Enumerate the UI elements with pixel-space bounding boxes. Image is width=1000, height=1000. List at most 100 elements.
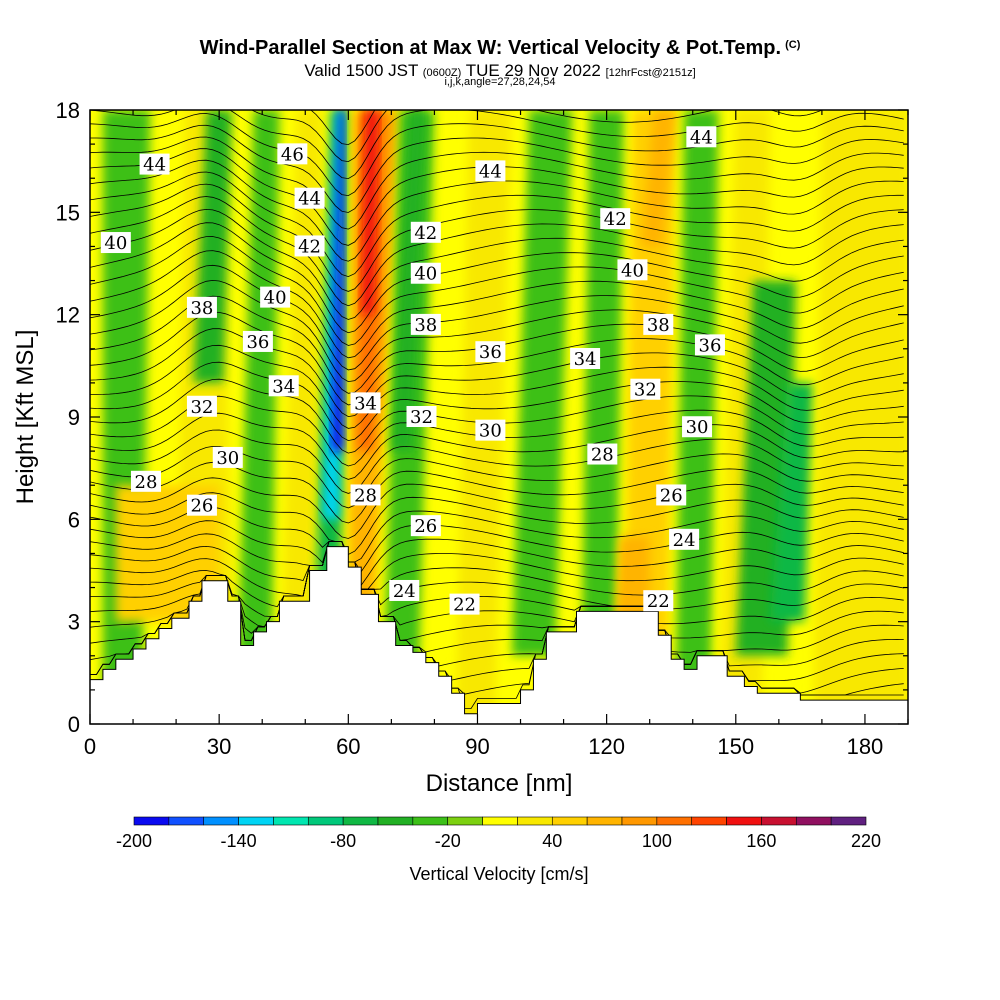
isentrope: [90, 110, 904, 180]
velocity-region: [641, 110, 676, 247]
isentrope: [90, 492, 904, 556]
colorbar-swatch: [133, 816, 170, 826]
chart-title: Wind-Parallel Section at Max W: Vertical…: [0, 37, 1000, 60]
contour-label: 46: [281, 144, 304, 165]
colorbar-swatch: [168, 816, 205, 826]
contour-label-box: [570, 348, 601, 370]
contour-labels: 44 40 38 46 44 42 40 36 34 32 30 28 26 34 28 42 40 38 32 26…: [100, 126, 725, 616]
isentrope: [90, 533, 904, 587]
contour-label-box: [294, 187, 325, 209]
contour-label: 28: [591, 445, 614, 466]
contour-label: 40: [264, 288, 287, 309]
velocity-region: [391, 110, 426, 452]
x-tick-label: 0: [84, 734, 96, 759]
contour-label-box: [260, 286, 291, 308]
isentrope: [90, 506, 904, 563]
potential-temperature-contours: [90, 110, 904, 709]
contour-label-box: [186, 395, 217, 417]
contour-label: 30: [686, 417, 709, 438]
colorbar-swatch: [761, 816, 797, 826]
x-tick-label: 30: [207, 734, 231, 759]
contour-label: 22: [647, 591, 670, 612]
colorbar-tick-label: 160: [746, 831, 776, 851]
colorbar-swatch: [482, 816, 518, 826]
contour-label: 36: [246, 332, 269, 353]
contour-label: 42: [298, 236, 321, 257]
contour-label: 44: [690, 127, 713, 148]
contour-label-box: [449, 593, 480, 615]
y-tick-label: 6: [68, 507, 80, 532]
velocity-region: [580, 110, 624, 724]
contour-label-box: [686, 126, 717, 148]
contour-label-box: [268, 375, 299, 397]
contour-label: 32: [410, 407, 433, 428]
contour-label: 36: [479, 342, 502, 363]
contour-label-box: [410, 515, 441, 537]
x-tick-label: 120: [588, 734, 625, 759]
contour-label-box: [475, 160, 506, 182]
forecast-info: [12hrFcst@2151z]: [605, 67, 696, 79]
colorbar-swatch: [203, 816, 239, 826]
colorbar-tick-label: 100: [642, 831, 672, 851]
contour-label: 38: [414, 315, 437, 336]
colorbar: -200 -140 -80 -20 40 100 160 220: [116, 816, 881, 851]
isentrope: [90, 541, 904, 610]
isentrope: [90, 183, 904, 292]
isentrope: [90, 328, 904, 418]
contour-label-box: [587, 443, 618, 465]
contour-label-box: [389, 579, 420, 601]
isentrope: [90, 222, 904, 334]
colorbar-swatch: [377, 816, 414, 826]
contour-label-box: [242, 330, 273, 352]
terrain-profile: [89, 546, 909, 725]
y-tick-label: 12: [56, 303, 80, 328]
colorbar-tick-label: -200: [116, 831, 152, 851]
contour-label-box: [410, 262, 441, 284]
isentrope: [90, 196, 904, 307]
colorbar-tick-label: -80: [330, 831, 356, 851]
velocity-region: [511, 110, 573, 656]
contour-label-box: [186, 494, 217, 516]
contour-label: 24: [673, 530, 696, 551]
contour-label: 30: [216, 448, 239, 469]
isentrope: [90, 264, 904, 371]
contour-label-box: [139, 153, 170, 175]
contour-label: 26: [414, 516, 437, 537]
contour-label-box: [186, 296, 217, 318]
colorbar-swatch: [238, 816, 274, 826]
contour-label-box: [294, 235, 325, 257]
contour-label-box: [100, 232, 131, 254]
colorbar-swatch: [586, 816, 623, 826]
contour-label: 30: [479, 421, 502, 442]
colorbar-swatch: [412, 816, 449, 826]
y-tick-label: 3: [68, 610, 80, 635]
contour-label: 28: [354, 485, 377, 506]
contour-label: 32: [634, 380, 657, 401]
isentrope: [90, 361, 904, 442]
isentrope: [90, 171, 904, 278]
contour-label-box: [643, 313, 674, 335]
x-tick-label: 90: [465, 734, 489, 759]
contour-label: 40: [621, 260, 644, 281]
x-tick-label: 150: [717, 734, 754, 759]
y-tick-label: 18: [56, 98, 80, 123]
y-axis-title: Height [Kft MSL]: [12, 330, 39, 505]
valid-date: TUE 29 Nov 2022: [465, 61, 601, 80]
contour-label-box: [669, 528, 700, 550]
contour-label: 22: [453, 595, 476, 616]
x-tick-label: 60: [336, 734, 360, 759]
contour-label-box: [350, 484, 381, 506]
isentrope: [90, 344, 904, 429]
isentrope: [90, 250, 904, 359]
colorbar-swatch: [691, 816, 727, 826]
valid-prefix: Valid 1500 JST: [304, 61, 419, 80]
isentrope: [90, 124, 904, 213]
x-tick-label: 180: [847, 734, 884, 759]
colorbar-swatch: [830, 816, 867, 826]
isentrope: [90, 477, 904, 539]
contour-label-box: [410, 221, 441, 243]
contour-label-box: [694, 334, 725, 356]
colorbar-swatch: [795, 816, 832, 826]
